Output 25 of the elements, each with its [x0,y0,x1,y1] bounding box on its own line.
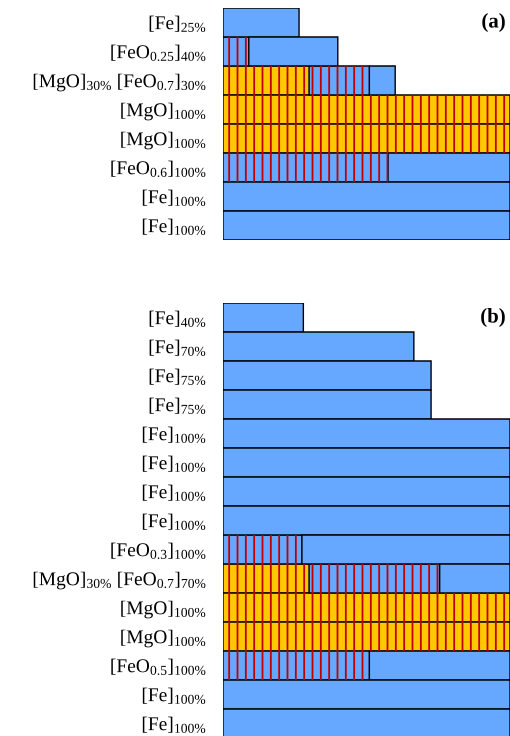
y-tick-label: [MgO]$_{100%}$ [121,630,206,648]
y-tick-label: [MgO]$_{30%}$ [FeO$_{0.7}$]$_{30%}$ [34,74,206,92]
y-tick-label: [Fe]$_{100%}$ [142,218,206,235]
y-tick-label: [Fe]$_{40%}$ [150,310,206,327]
y-tick-label: [FeO$_{0.5}$]$_{100%}$ [111,658,206,675]
y-tick-label: [FeO$_{0.25}$]$_{40%}$ [111,44,206,61]
y-tick-label: [Fe]$_{100%}$ [142,426,206,443]
y-tick-label: [Fe]$_{100%}$ [142,514,206,530]
y-tick-label: [Fe]$_{100%}$ [142,716,206,733]
y-tick-label: [Fe]$_{100%}$ [142,456,206,472]
y-tick-label: [FeO$_{0.6}$]$_{100%}$ [111,160,206,177]
y-tick-label: [Fe]$_{100%}$ [142,484,206,501]
y-tick-label: [MgO]$_{30%}$ [FeO$_{0.7}$]$_{70%}$ [34,572,206,590]
y-tick-label: [MgO]$_{100%}$ [121,132,206,150]
y-tick-label: [Fe]$_{75%}$ [150,398,206,414]
y-tick-label: [Fe]$_{100%}$ [142,190,206,206]
y-tick-label: [MgO]$_{100%}$ [121,102,206,120]
y-tick-label: [Fe]$_{70%}$ [150,340,206,356]
y-tick-label: [Fe]$_{100%}$ [142,688,206,704]
annotation: (a) [482,13,505,32]
annotation: (b) [481,308,505,327]
y-tick-label: [MgO]$_{100%}$ [121,600,206,618]
y-tick-label: [FeO$_{0.3}$]$_{100%}$ [111,542,206,559]
y-tick-label: [Fe]$_{75%}$ [150,368,206,385]
y-tick-label: [Fe]$_{25%}$ [150,16,206,32]
